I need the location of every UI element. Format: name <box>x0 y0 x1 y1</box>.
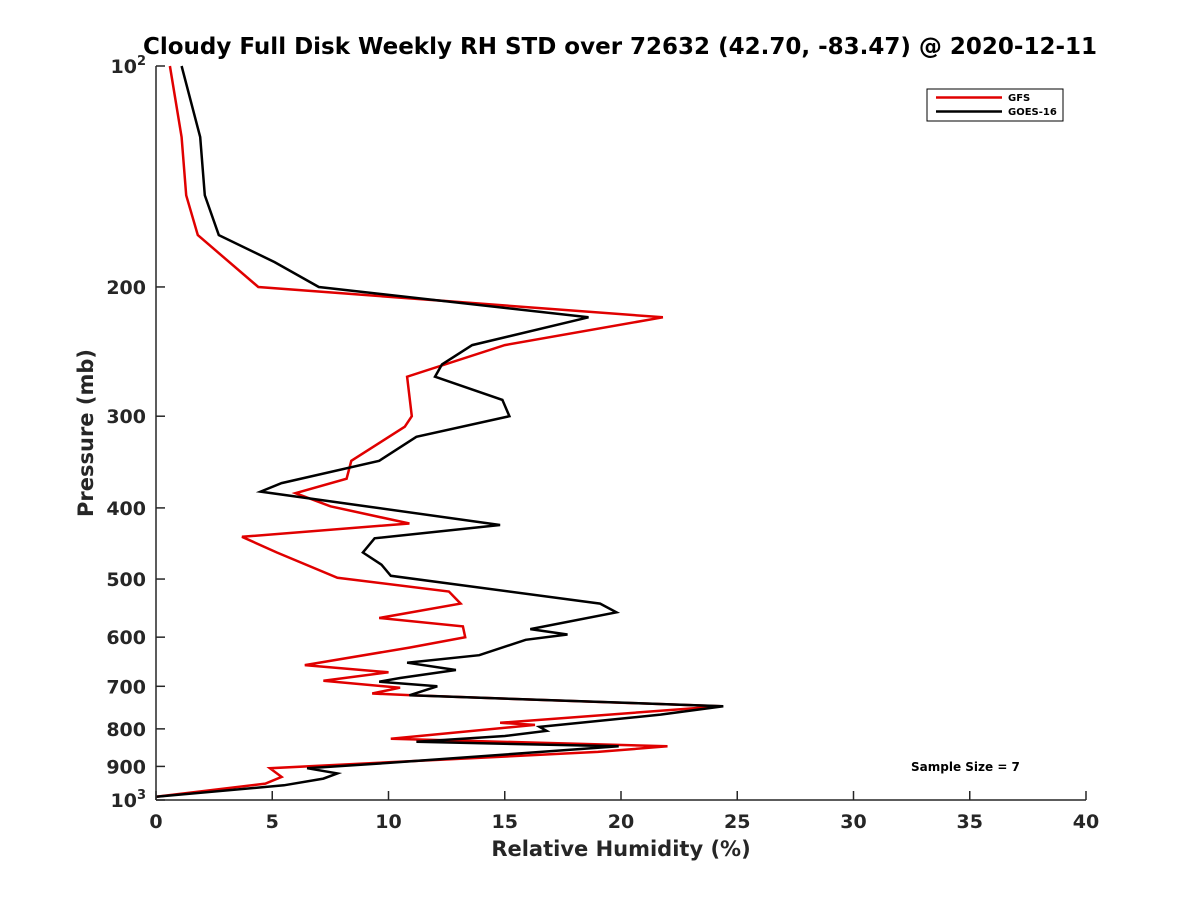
plot-area: 0 5 10 15 20 25 30 35 40 10220030040050060070080… <box>106 54 1099 833</box>
x-tick-label: 15 <box>492 811 518 833</box>
y-tick-base: 10 <box>111 790 137 812</box>
plot-background <box>156 66 1086 800</box>
y-tick-label: 900 <box>106 756 146 778</box>
y-tick-label: 300 <box>106 406 146 428</box>
y-tick-base: 10 <box>111 56 137 78</box>
x-tick-label: 5 <box>266 811 279 833</box>
y-tick-label: 200 <box>106 277 146 299</box>
legend: GFS GOES-16 <box>926 88 1064 122</box>
series-layer <box>155 65 724 799</box>
y-axis-label: Pressure (mb) <box>74 349 98 517</box>
x-tick-label: 0 <box>149 811 162 833</box>
y-tick-label: 700 <box>106 676 146 698</box>
y-tick-label: 102 <box>111 54 147 78</box>
x-tick-label: 20 <box>608 811 634 833</box>
x-tick-label: 40 <box>1073 811 1099 833</box>
y-tick-exponent: 3 <box>137 788 146 803</box>
legend-box <box>926 88 1064 122</box>
y-tick-label: 800 <box>106 719 146 741</box>
y-tick-label: 400 <box>106 498 146 520</box>
x-tick-label: 10 <box>375 811 401 833</box>
x-tick-label: 30 <box>840 811 866 833</box>
y-tick-label: 500 <box>106 569 146 591</box>
series-line-goes16 <box>155 65 724 799</box>
y-tick-label: 103 <box>111 788 147 812</box>
x-tick-label: 25 <box>724 811 750 833</box>
chart-title: Cloudy Full Disk Weekly RH STD over 7263… <box>143 34 1097 60</box>
x-ticks: 0 5 10 15 20 25 30 35 40 <box>149 791 1099 833</box>
y-tick-exponent: 2 <box>137 54 146 69</box>
y-tick-label: 600 <box>106 627 146 649</box>
series-line-gfs <box>155 65 722 799</box>
sample-size-annotation: Sample Size = 7 <box>911 760 1020 774</box>
legend-label-goes16: GOES-16 <box>1008 107 1057 118</box>
x-axis-label: Relative Humidity (%) <box>491 837 750 861</box>
legend-label-gfs: GFS <box>1008 93 1030 104</box>
x-tick-label: 35 <box>957 811 983 833</box>
